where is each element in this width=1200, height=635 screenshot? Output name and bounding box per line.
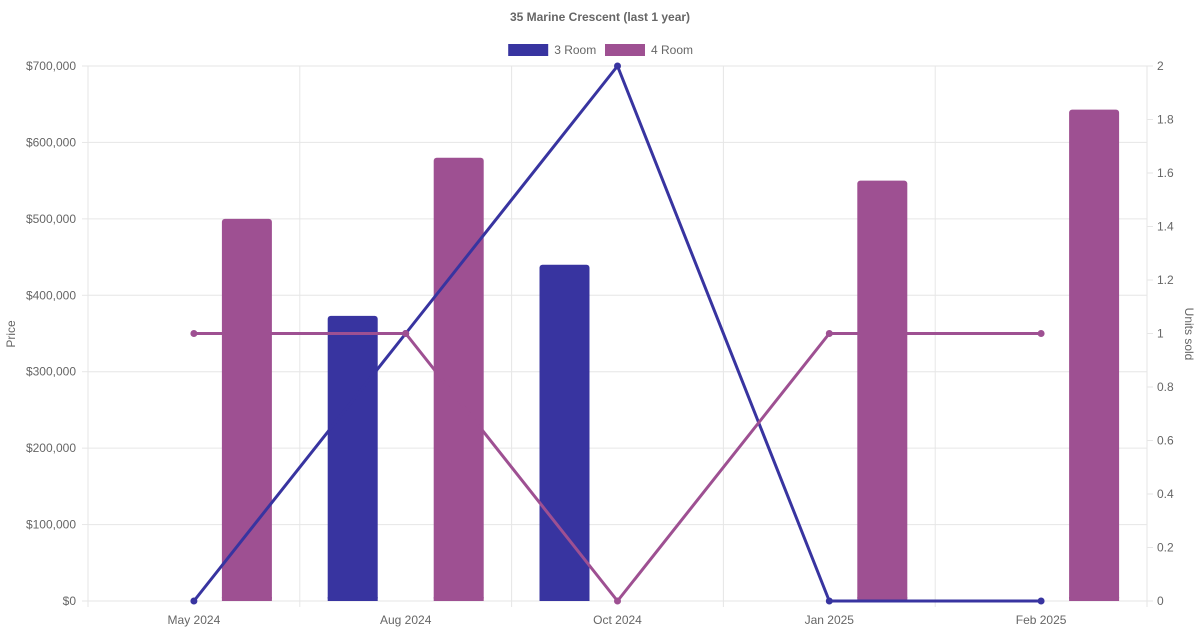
bar-4-room	[221, 218, 272, 601]
x-tick-label: May 2024	[168, 613, 221, 627]
line-point-4-room	[614, 597, 621, 605]
line-point-3-room	[825, 597, 833, 605]
y-right-tick-label: 0.4	[1157, 487, 1174, 501]
y-right-tick-label: 2	[1157, 59, 1164, 73]
bars	[221, 109, 1120, 602]
line-point-4-room	[402, 330, 410, 337]
bar-base	[1069, 597, 1120, 601]
y-right-axis-label: Units sold	[1182, 308, 1196, 361]
y-left-tick-label: $300,000	[26, 365, 76, 379]
chart-title: 35 Marine Crescent (last 1 year)	[510, 10, 690, 24]
line-point-4-room	[825, 330, 833, 337]
y-right-tick-label: 0	[1157, 594, 1164, 608]
x-tick-label: Aug 2024	[380, 613, 432, 627]
y-right-tick-label: 0.2	[1157, 541, 1174, 555]
line-point-4-room	[190, 330, 198, 337]
axes: $0 $100,000 $200,000 $300,000 $400,000 $500,0…	[26, 59, 1174, 627]
line-4-room	[193, 332, 1042, 603]
legend-swatch[interactable]	[605, 44, 645, 56]
bar-4-room	[1069, 109, 1120, 602]
bar-base	[327, 597, 378, 601]
y-right-tick-label: 1.2	[1157, 273, 1174, 287]
legend-label[interactable]: 3 Room	[554, 43, 596, 57]
x-tick-label: Feb 2025	[1016, 613, 1067, 627]
line-point-3-room	[614, 62, 621, 70]
y-right-tick-label: 1.8	[1157, 113, 1174, 127]
legend: 3 Room 4 Room	[508, 43, 693, 57]
y-left-tick-label: $400,000	[26, 288, 76, 302]
x-tick-label: Jan 2025	[805, 613, 855, 627]
y-left-axis-label: Price	[4, 320, 18, 348]
legend-swatch[interactable]	[508, 44, 549, 56]
y-right-tick-label: 1.6	[1157, 166, 1174, 180]
y-right-tick-label: 0.8	[1157, 380, 1174, 394]
bar-base	[221, 597, 272, 601]
bar-3-room	[539, 264, 590, 601]
line-point-3-room	[190, 597, 198, 605]
y-right-tick-label: 1	[1157, 327, 1164, 341]
y-left-tick-label: $600,000	[26, 135, 76, 149]
bar-3-room	[327, 315, 378, 601]
bar-4-room	[433, 157, 484, 601]
line-point-3-room	[1037, 597, 1045, 605]
y-right-tick-label: 0.6	[1157, 434, 1174, 448]
y-right-tick-label: 1.4	[1157, 220, 1174, 234]
y-left-tick-label: $200,000	[26, 441, 76, 455]
x-tick-label: Oct 2024	[593, 613, 642, 627]
bar-base	[857, 597, 908, 601]
y-left-tick-label: $100,000	[26, 518, 76, 532]
bar-4-room	[857, 180, 908, 601]
y-left-tick-label: $700,000	[26, 59, 76, 73]
y-left-tick-label: $500,000	[26, 212, 76, 226]
legend-label[interactable]: 4 Room	[651, 43, 693, 57]
bar-base	[539, 597, 590, 601]
bar-base	[433, 597, 484, 601]
lines	[190, 62, 1045, 605]
y-left-tick-label: $0	[63, 594, 77, 608]
line-point-4-room	[1037, 330, 1045, 337]
